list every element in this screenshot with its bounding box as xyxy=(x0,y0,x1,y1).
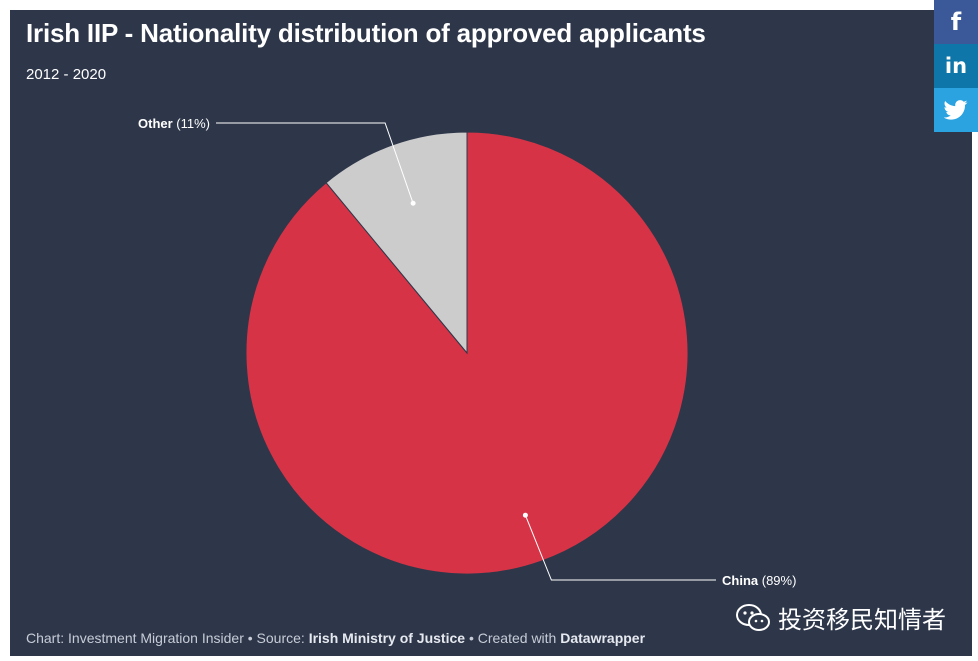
leader-line-other xyxy=(216,122,414,204)
footer-source[interactable]: Irish Ministry of Justice xyxy=(308,630,466,646)
slice-label-china: China (89%) xyxy=(722,573,796,588)
chart-title: Irish IIP - Nationality distribution of … xyxy=(26,18,706,48)
chart-panel: Irish IIP - Nationality distribution of … xyxy=(10,10,972,656)
twitter-icon xyxy=(944,100,968,120)
slice-label-group-china: China (89%) xyxy=(522,512,796,588)
footer-tool[interactable]: Datawrapper xyxy=(560,630,646,646)
slice-label-other: Other (11%) xyxy=(138,116,210,131)
facebook-share-button[interactable]: f xyxy=(934,0,978,44)
leader-line-china xyxy=(524,515,716,581)
footer-prefix: Chart: Investment Migration Insider • So… xyxy=(26,630,309,646)
wechat-icon xyxy=(736,603,770,631)
watermark-text: 投资移民知情者 xyxy=(778,606,946,634)
pie-slice-other[interactable] xyxy=(325,131,468,355)
slice-label-group-other: Other (11%) xyxy=(138,116,416,206)
wechat-watermark: 投资移民知情者 xyxy=(736,600,946,635)
chart-footer: Chart: Investment Migration Insider • So… xyxy=(26,630,645,646)
twitter-share-button[interactable] xyxy=(934,88,978,132)
leader-dot-other xyxy=(410,200,416,206)
pie-chart: China (89%) Other (11%) xyxy=(138,116,796,588)
footer-mid: • Created with xyxy=(465,630,561,646)
linkedin-share-button[interactable]: in xyxy=(934,44,978,88)
chart-subtitle: 2012 - 2020 xyxy=(26,66,107,83)
leader-dot-china xyxy=(522,512,528,518)
